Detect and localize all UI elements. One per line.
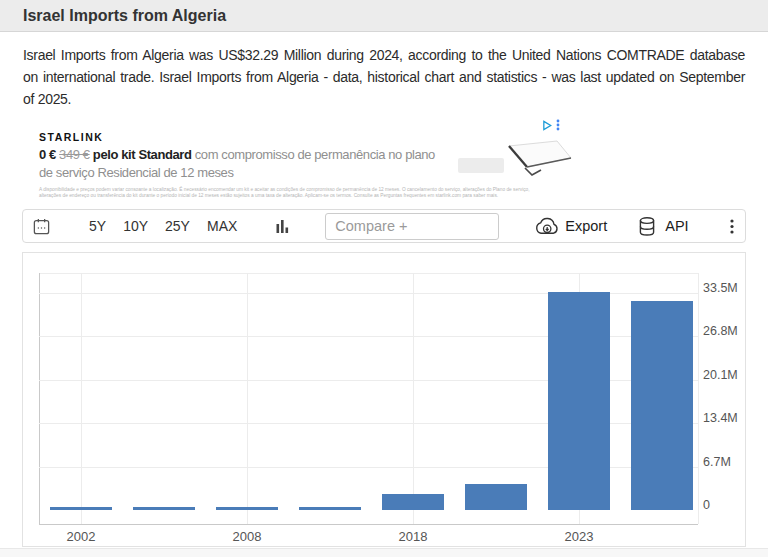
x-axis-label: 2008 [233,529,262,544]
y-axis-label: 6.7M [703,455,731,469]
page-header: Israel Imports from Algeria [0,0,768,32]
y-axis-label: 0 [703,498,710,512]
range-button-max[interactable]: MAX [207,218,237,234]
x-axis-label: 2002 [67,529,96,544]
y-axis-label: 26.8M [703,324,738,338]
ad-product-image [449,137,581,193]
y-axis-label: 13.4M [703,411,738,425]
ad-brand-logo[interactable]: STARLINK [39,131,103,143]
gridline-x [81,273,82,524]
x-axis-label: 2023 [565,529,594,544]
summary-line: on international trade. Israel Imports f… [23,66,745,88]
dish-base-shape [458,158,504,173]
chart-toolbar: 5Y 10Y 25Y MAX Export API [22,209,746,243]
chart-bar[interactable] [465,484,527,510]
gridline-x [413,273,414,524]
chart-type-icon[interactable] [276,219,289,234]
toolbar-menu-icon[interactable] [730,219,734,234]
compare-input[interactable] [325,213,499,240]
range-button-5y[interactable]: 5Y [89,218,106,234]
y-axis-label: 33.5M [703,281,738,295]
chart-bar[interactable] [133,507,195,510]
chart-bar[interactable] [631,301,693,510]
database-icon [639,217,655,236]
range-button-10y[interactable]: 10Y [123,218,148,234]
adchoices-icon[interactable] [542,117,553,135]
ad-price-old: 349 € [59,147,90,162]
gridline-x [247,273,248,524]
page-title: Israel Imports from Algeria [23,7,226,25]
ad-headline[interactable]: 0 € 349 € pelo kit Standard com compromi… [39,146,499,181]
ad-banner[interactable]: STARLINK 0 € 349 € pelo kit Standard com… [23,118,560,202]
range-buttons: 5Y 10Y 25Y MAX [89,218,254,234]
dish-panel-shape [509,141,571,167]
chart-bar[interactable] [50,507,112,510]
range-button-25y[interactable]: 25Y [165,218,190,234]
page-footer [0,548,768,557]
y-axis-label: 20.1M [703,368,738,382]
plot-right-border [698,273,699,524]
chart-bar[interactable] [299,507,361,510]
api-button[interactable]: API [639,217,688,236]
x-axis-line [39,524,698,525]
chart-bar[interactable] [548,292,610,510]
cloud-download-icon [534,217,560,235]
plot-top-border [39,273,698,274]
chart-bar[interactable] [382,494,444,510]
ad-menu-icon[interactable] [556,117,560,135]
export-label: Export [565,218,607,234]
api-label: API [665,218,688,234]
x-axis-label: 2018 [399,529,428,544]
chart-bar[interactable] [216,507,278,510]
summary-text: Israel Imports from Algeria was US$32.29… [23,44,745,110]
y-axis-line [39,273,40,524]
ad-offer-line2: de serviço Residencial de 12 meses [39,165,234,180]
summary-line: Israel Imports from Algeria was US$32.29… [23,44,745,66]
dish-stand-shape [525,168,541,175]
ad-offer-highlight: pelo kit Standard [93,147,192,162]
export-button[interactable]: Export [534,217,607,235]
calendar-icon[interactable] [32,217,51,236]
ad-offer-rest: com compromisso de permanência no plano [192,147,435,162]
chart-card[interactable]: 33.5M 26.8M 20.1M 13.4M 6.7M 0 2002 2008 2018 202… [22,252,746,547]
ad-price-new: 0 € [39,147,56,162]
summary-line: of 2025. [23,88,745,110]
